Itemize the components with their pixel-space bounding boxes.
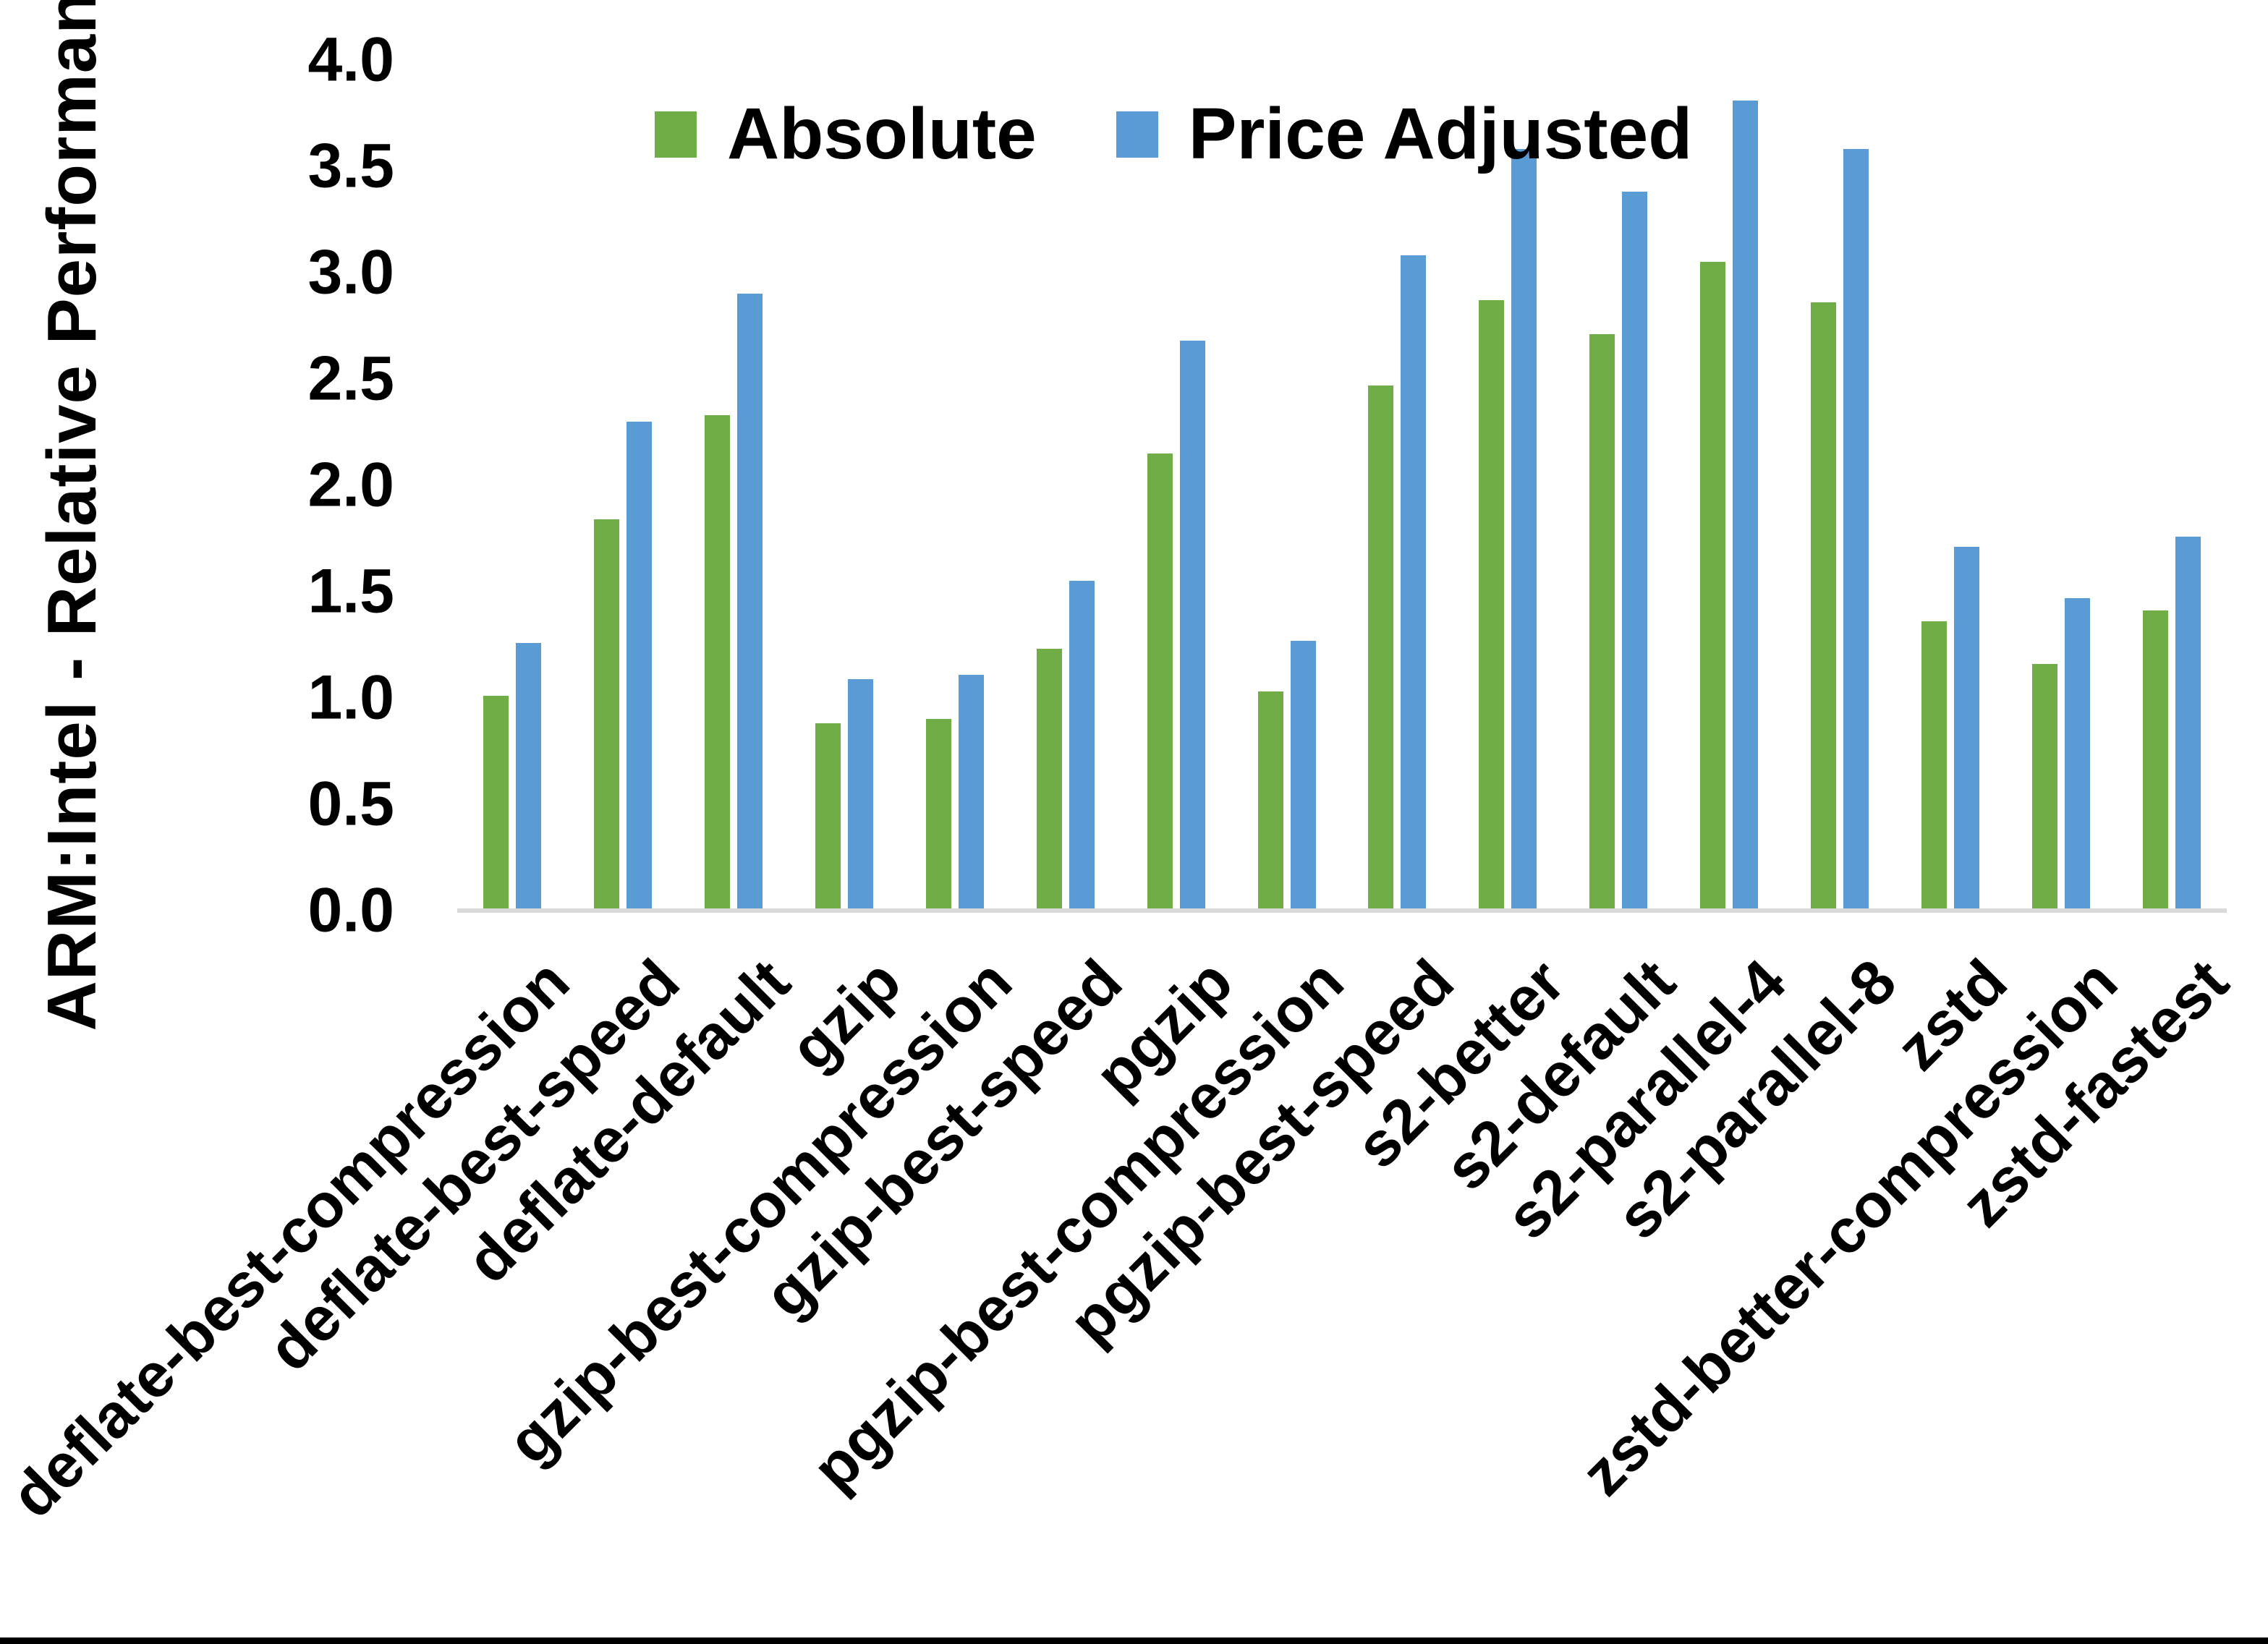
absolute-bar-zstd-better-compression	[2030, 663, 2059, 912]
y-tick-label: 1.0	[307, 663, 394, 733]
legend-label-price-adjusted: Price Adjusted	[1188, 93, 1693, 174]
y-tick-label: 3.0	[307, 237, 394, 307]
price-adjusted-bar-s2-parallel-8	[1841, 148, 1870, 912]
bar-group-gzip-best-compression	[900, 60, 1011, 912]
bar-group-zstd	[1895, 60, 2005, 912]
bar-group-pgzip-best-compression	[1231, 60, 1342, 912]
price-adjusted-bar-pgzip	[1178, 339, 1207, 912]
bar-group-gzip	[789, 60, 900, 912]
y-tick-label: 3.5	[307, 131, 394, 201]
price-adjusted-bar-deflate-best-compression	[514, 642, 543, 912]
absolute-bar-pgzip	[1145, 452, 1174, 912]
y-tick-label: 0.0	[307, 875, 394, 945]
y-tick-label: 4.0	[307, 25, 394, 95]
price-adjusted-bar-deflate-best-speed	[625, 420, 654, 912]
absolute-bar-pgzip-best-speed	[1367, 384, 1396, 912]
y-tick-label: 2.0	[307, 450, 394, 520]
price-adjusted-bar-deflate-default	[736, 292, 765, 912]
bar-group-pgzip-best-speed	[1342, 60, 1453, 912]
price-adjusted-bar-pgzip-best-speed	[1399, 254, 1428, 912]
absolute-bar-gzip-best-speed	[1035, 647, 1063, 912]
y-tick-label: 2.5	[307, 344, 394, 414]
absolute-bar-deflate-best-compression	[482, 694, 511, 912]
price-adjusted-series-swatch-icon	[1116, 111, 1158, 158]
bar-group-s2-better	[1453, 60, 1563, 912]
absolute-bar-s2-better	[1477, 299, 1506, 912]
x-axis-line	[457, 908, 2227, 913]
y-axis-title: ARM:Intel - Relative Performance	[33, 0, 111, 1031]
absolute-bar-s2-parallel-8	[1809, 301, 1838, 912]
y-tick-label: 0.5	[307, 769, 394, 839]
price-adjusted-bar-s2-default	[1621, 190, 1649, 912]
legend-item-absolute: Absolute	[655, 93, 1037, 176]
price-adjusted-bar-gzip	[846, 678, 875, 912]
absolute-bar-deflate-default	[703, 414, 732, 912]
absolute-bar-gzip	[814, 722, 843, 912]
y-tick-label: 1.5	[307, 556, 394, 626]
price-adjusted-bar-s2-parallel-4	[1731, 99, 1760, 912]
legend: Absolute Price Adjusted	[655, 93, 1692, 176]
bar-group-deflate-best-speed	[568, 60, 679, 912]
bar-group-s2-parallel-4	[1674, 60, 1785, 912]
price-adjusted-bar-s2-better	[1510, 148, 1539, 912]
bar-group-pgzip	[1121, 60, 1231, 912]
bar-group-deflate-best-compression	[457, 60, 568, 912]
price-adjusted-bar-zstd-fastest	[2173, 535, 2202, 912]
price-adjusted-bar-gzip-best-speed	[1067, 579, 1096, 912]
bar-group-zstd-fastest	[2116, 60, 2227, 912]
price-adjusted-bar-zstd	[1952, 545, 1981, 912]
absolute-bar-deflate-best-speed	[593, 518, 621, 912]
bar-group-zstd-better-compression	[2005, 60, 2116, 912]
price-adjusted-bar-zstd-better-compression	[2063, 597, 2091, 912]
absolute-bar-zstd-fastest	[2141, 609, 2170, 912]
legend-item-price-adjusted: Price Adjusted	[1116, 93, 1692, 176]
legend-label-absolute: Absolute	[727, 93, 1037, 174]
bar-group-s2-default	[1563, 60, 1674, 912]
absolute-bar-s2-parallel-4	[1699, 260, 1728, 912]
bar-group-s2-parallel-8	[1785, 60, 1895, 912]
absolute-series-swatch-icon	[655, 111, 697, 158]
absolute-bar-pgzip-best-compression	[1256, 690, 1285, 912]
plot-area	[457, 60, 2227, 912]
absolute-bar-zstd	[1919, 620, 1948, 912]
bars-row	[457, 60, 2227, 912]
bar-group-gzip-best-speed	[1010, 60, 1121, 912]
absolute-bar-s2-default	[1588, 333, 1617, 912]
price-adjusted-bar-pgzip-best-compression	[1288, 639, 1317, 912]
bar-group-deflate-default	[679, 60, 789, 912]
slide-bottom-border	[0, 1637, 2268, 1644]
price-adjusted-bar-gzip-best-compression	[956, 673, 985, 912]
absolute-bar-gzip-best-compression	[924, 717, 953, 912]
